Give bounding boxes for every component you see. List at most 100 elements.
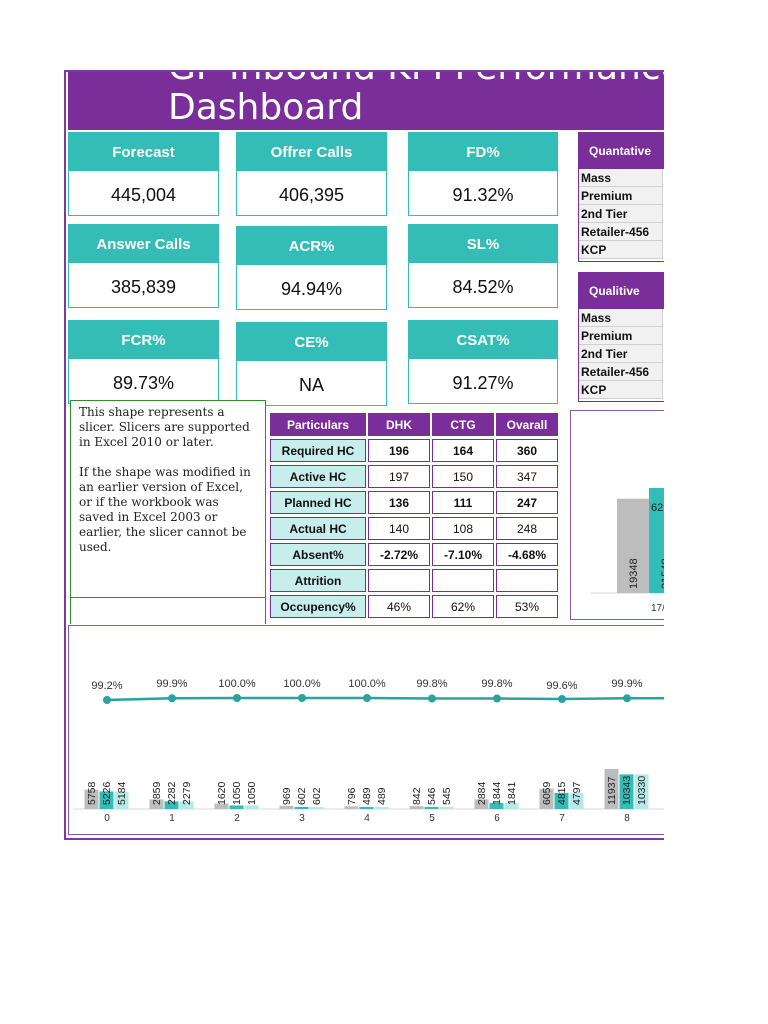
slicer-message-2: If the shape was modified in an earlier … [79,465,251,554]
cell-overall[interactable]: 360 [496,439,558,462]
list-item[interactable]: Retailer-456 [579,223,663,241]
cell-dhk[interactable]: 140 [368,517,430,540]
bar-data-label: 969 [281,787,293,805]
cell-ctg[interactable]: 111 [432,491,494,514]
kpi-csat[interactable]: CSAT% 91.27% [408,320,558,404]
kpi-sl[interactable]: SL% 84.52% [408,224,558,308]
bar-series-1 [474,799,489,809]
row-label: Absent% [270,543,366,566]
mini-bar-series-1 [617,498,649,593]
kpi-value: 84.52% [452,276,514,297]
cell-ctg[interactable]: -7.10% [432,543,494,566]
kpi-label: FD% [409,133,557,171]
row-label: Active HC [270,465,366,488]
kpi-value: 445,004 [110,184,177,205]
kpi-ce[interactable]: CE% NA [236,322,387,406]
cell-dhk[interactable]: 196 [368,439,430,462]
line-data-label: 99.9% [611,678,642,690]
row-label: Required HC [270,439,366,462]
list-item[interactable]: 2nd Tier [579,345,663,363]
x-tick-label: 8 [624,813,630,824]
list-item[interactable]: Mass [579,309,663,327]
x-tick-label: 5 [429,813,435,824]
kpi-forecast[interactable]: Forecast 445,004 [68,132,219,216]
bar-data-label: 1050 [246,781,258,805]
cell-dhk[interactable]: 197 [368,465,430,488]
bar-data-label: 5184 [116,781,128,805]
slicer-border-extension [70,598,266,624]
line-point [623,694,631,703]
slicer-message-1: This shape represents a slicer. Slicers … [79,405,250,449]
x-tick-label: 1 [169,813,175,824]
bar-data-label: 1841 [506,781,518,805]
bar-series-2 [294,806,309,809]
line-point [103,696,111,704]
cell-overall[interactable]: 247 [496,491,558,514]
list-item[interactable]: KCP [579,381,663,399]
kpi-value: 91.27% [452,372,514,393]
list-item[interactable]: Premium [579,327,663,345]
cell-overall[interactable]: -4.68% [496,543,558,566]
list-item[interactable]: Premium [579,187,663,205]
line-point [363,694,371,702]
bar-data-label: 545 [441,787,453,805]
cell-ctg[interactable]: 108 [432,517,494,540]
bar-data-label: 11937 [606,776,618,805]
kpi-answer-calls[interactable]: Answer Calls 385,839 [68,224,219,308]
row-label: Actual HC [270,517,366,540]
line-point [168,694,176,703]
bar-data-label: 6059 [541,781,553,805]
slicer-placeholder[interactable]: This shape represents a slicer. Slicers … [70,400,266,598]
bar-series-2 [489,802,504,809]
list-item[interactable]: 2nd Tier [579,205,663,223]
mini-chart-frame[interactable]: 19348 21548 62. 17/ [570,410,664,620]
cell-overall[interactable]: 53% [496,595,558,618]
kpi-label: CE% [237,323,386,361]
bar-data-label: 2282 [166,781,178,805]
line-data-label: 100.0% [283,678,321,690]
kpi-fd[interactable]: FD% 91.32% [408,132,558,216]
cell-ctg[interactable] [432,569,494,592]
table-row: Actual HC 140 108 248 [270,517,558,540]
interval-chart-frame[interactable]: 5758 5226 5184 0 2859 2282 2279 1 1620 1050 1050 2 9… [68,625,664,835]
kpi-value: 385,839 [110,276,177,297]
cell-ctg[interactable]: 164 [432,439,494,462]
bar-data-label: 2884 [476,781,488,805]
bar-series-3 [569,792,584,809]
list-item[interactable]: Retailer-456 [579,363,663,381]
kpi-fcr[interactable]: FCR% 89.73% [68,320,219,404]
header-particulars: Particulars [270,413,366,436]
line-data-label: 99.8% [416,678,447,690]
bar-data-label: 4815 [556,781,568,805]
cell-overall[interactable] [496,569,558,592]
line-data-label: 100.0% [348,678,386,690]
bar-series-1 [214,803,229,809]
row-label: Planned HC [270,491,366,514]
bar-series-3 [309,806,324,809]
cell-ctg[interactable]: 62% [432,595,494,618]
cell-ctg[interactable]: 150 [432,465,494,488]
mini-line-data-label: 62. [651,502,664,514]
list-item[interactable]: Mass [579,169,663,187]
bar-data-label: 5758 [86,781,98,805]
header-overall: Ovarall [496,413,558,436]
cell-dhk[interactable]: 136 [368,491,430,514]
bar-series-1 [279,805,294,809]
kpi-acr[interactable]: ACR% 94.94% [236,226,387,310]
line-series [106,696,664,702]
mini-bar-chart: 19348 21548 62. 17/ [591,488,664,614]
cell-overall[interactable]: 248 [496,517,558,540]
bar-series-1 [84,789,99,809]
cell-dhk[interactable] [368,569,430,592]
kpi-offered-calls[interactable]: Offrer Calls 406,395 [236,132,387,216]
header-ctg: CTG [432,413,494,436]
cell-overall[interactable]: 347 [496,465,558,488]
bar-series-3 [634,774,649,809]
bar-data-label: 2859 [151,781,163,805]
list-item[interactable]: KCP [579,241,663,259]
bar-series-2 [99,791,114,809]
kpi-value: 91.32% [452,184,514,205]
table-row: Active HC 197 150 347 [270,465,558,488]
cell-dhk[interactable]: 46% [368,595,430,618]
cell-dhk[interactable]: -2.72% [368,543,430,566]
